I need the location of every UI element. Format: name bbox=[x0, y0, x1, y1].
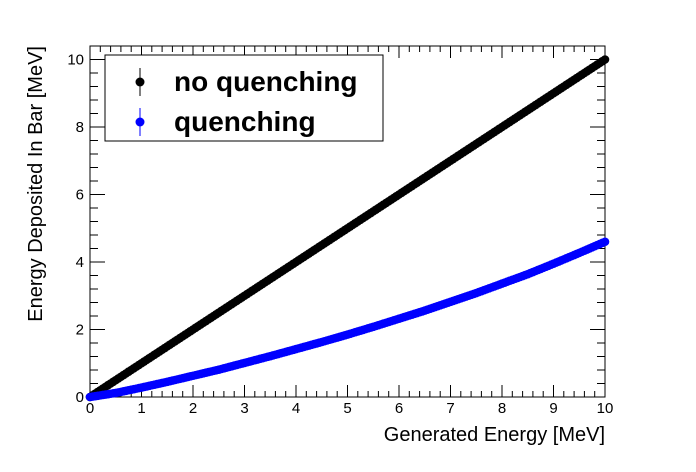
series-no-quenching bbox=[85, 55, 610, 402]
legend-entry-no-quenching: no quenching bbox=[135, 66, 358, 97]
y-tick-label: 4 bbox=[76, 254, 84, 271]
legend-marker-quenching bbox=[135, 117, 145, 127]
y-tick-label: 10 bbox=[67, 52, 84, 69]
x-axis-label: Generated Energy [MeV] bbox=[384, 424, 605, 446]
data-point-no-quenching bbox=[600, 55, 610, 64]
x-tick-label: 5 bbox=[343, 400, 351, 417]
x-tick-label: 2 bbox=[189, 400, 197, 417]
y-axis-label: Energy Deposited In Bar [MeV] bbox=[25, 46, 47, 322]
series-quenching bbox=[85, 237, 610, 402]
y-tick-label: 0 bbox=[76, 389, 84, 406]
y-tick-label: 8 bbox=[76, 119, 84, 136]
legend-label-no-quenching: no quenching bbox=[174, 66, 358, 97]
legend-marker-no-quenching bbox=[135, 77, 145, 87]
x-tick-label: 7 bbox=[446, 400, 454, 417]
x-tick-label: 6 bbox=[395, 400, 403, 417]
x-tick-label: 10 bbox=[597, 400, 614, 417]
x-tick-label: 0 bbox=[86, 400, 94, 417]
data-layer bbox=[85, 55, 610, 402]
legend-box bbox=[104, 54, 384, 142]
x-tick-label: 4 bbox=[292, 400, 300, 417]
x-tick-label: 9 bbox=[549, 400, 557, 417]
x-tick-label: 3 bbox=[240, 400, 248, 417]
y-tick-label: 2 bbox=[76, 322, 84, 339]
x-tick-label: 8 bbox=[498, 400, 506, 417]
y-tick-label: 6 bbox=[76, 187, 84, 204]
y-axis: 0 2 4 6 8 10 bbox=[67, 45, 605, 406]
legend: no quenching quenching bbox=[104, 54, 384, 142]
legend-label-quenching: quenching bbox=[174, 106, 316, 137]
legend-entry-quenching: quenching bbox=[135, 106, 316, 137]
x-tick-label: 1 bbox=[137, 400, 145, 417]
data-point-quenching bbox=[600, 237, 610, 247]
